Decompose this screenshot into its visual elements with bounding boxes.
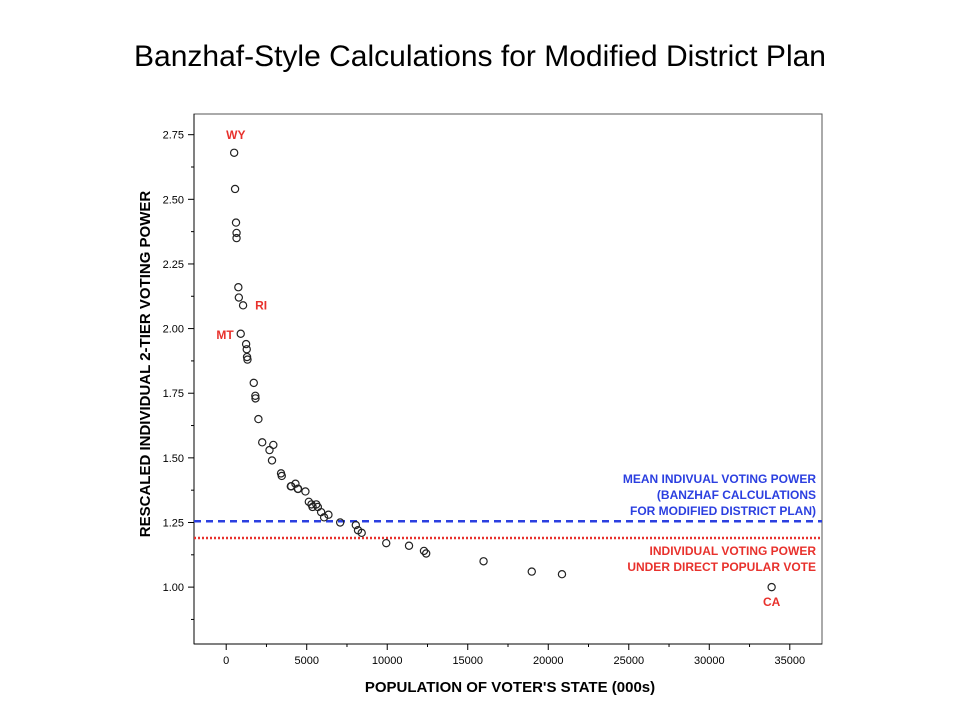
page-title: Banzhaf-Style Calculations for Modified … bbox=[134, 40, 826, 73]
scatter-point bbox=[251, 391, 260, 401]
scatter-point bbox=[313, 502, 323, 512]
point-label-ri: RI bbox=[255, 298, 267, 312]
scatter-point bbox=[238, 301, 248, 310]
y-tick-label: 2.25 bbox=[163, 259, 184, 271]
x-axis-title: POPULATION OF VOTER'S STATE (000s) bbox=[365, 679, 655, 696]
scatter-point bbox=[293, 484, 303, 494]
y-axis-title: RESCALED INDIVIDUAL 2-TIER VOTING POWER bbox=[137, 191, 154, 538]
scatter-point bbox=[254, 414, 263, 424]
scatter-points bbox=[229, 148, 776, 592]
scatter-point bbox=[265, 445, 274, 455]
scatter-point bbox=[382, 538, 391, 548]
scatter-point bbox=[357, 528, 366, 538]
x-tick-label: 30000 bbox=[694, 655, 725, 667]
x-tick-label: 5000 bbox=[294, 655, 318, 667]
scatter-point bbox=[230, 184, 240, 194]
scatter-point bbox=[351, 520, 361, 530]
scatter-point bbox=[258, 438, 267, 447]
scatter-point bbox=[335, 518, 345, 527]
x-tick-label: 10000 bbox=[372, 655, 403, 667]
y-tick-label: 2.50 bbox=[163, 194, 184, 206]
scatter-point bbox=[421, 549, 431, 558]
reference-lines: MEAN INDIVUAL VOTING POWER (BANZHAF CALCU… bbox=[194, 472, 822, 574]
scatter-point bbox=[479, 557, 488, 566]
y-tick-label: 1.75 bbox=[163, 388, 184, 400]
reference-line-annotation: FOR MODIFIED DISTRICT PLAN) bbox=[630, 504, 816, 518]
y-tick-label: 1.00 bbox=[163, 582, 184, 594]
x-tick-label: 35000 bbox=[774, 655, 805, 667]
scatter-point bbox=[301, 487, 310, 496]
scatter-point bbox=[242, 345, 251, 354]
scatter-point bbox=[269, 440, 278, 450]
point-label-wy: WY bbox=[226, 128, 245, 142]
x-tick-label: 0 bbox=[223, 655, 229, 667]
scatter-point bbox=[767, 582, 776, 592]
scatter-point bbox=[291, 479, 300, 488]
scatter-point bbox=[277, 471, 286, 481]
scatter-point bbox=[234, 293, 244, 302]
x-tick-label: 25000 bbox=[613, 655, 644, 667]
point-label-mt: MT bbox=[216, 328, 234, 342]
scatter-point bbox=[267, 456, 277, 465]
scatter-point bbox=[229, 148, 239, 157]
scatter-point bbox=[241, 339, 251, 349]
reference-line-annotation: MEAN INDIVUAL VOTING POWER bbox=[623, 472, 816, 486]
scatter-point bbox=[251, 394, 260, 403]
scatter-point bbox=[324, 510, 333, 519]
point-labels: WY RI MT CA bbox=[216, 128, 780, 609]
y-tick-label: 2.00 bbox=[163, 324, 184, 336]
reference-line-annotation: (BANZHAF CALCULATIONS bbox=[657, 488, 816, 502]
scatter-point bbox=[243, 355, 252, 364]
scatter-point bbox=[319, 513, 329, 522]
scatter-point bbox=[249, 378, 258, 388]
point-label-ca: CA bbox=[763, 595, 781, 609]
scatter-point bbox=[234, 283, 243, 292]
x-axis-ticks: 0 5000 10000 15000 20000 25000 30000 35000 bbox=[223, 644, 805, 667]
scatter-point bbox=[404, 541, 414, 550]
reference-line-annotation: INDIVIDUAL VOTING POWER bbox=[650, 544, 817, 558]
x-tick-label: 20000 bbox=[533, 655, 564, 667]
y-axis-ticks: 1.00 1.25 1.50 1.75 2.00 2.25 2.50 2.75 bbox=[163, 130, 194, 620]
scatter-point bbox=[419, 546, 429, 556]
scatter-point bbox=[236, 329, 245, 338]
y-tick-label: 1.25 bbox=[163, 517, 184, 529]
scatter-point bbox=[527, 567, 536, 576]
x-tick-label: 15000 bbox=[452, 655, 483, 667]
y-tick-label: 2.75 bbox=[163, 130, 184, 142]
scatter-point bbox=[231, 218, 241, 227]
scatter-point bbox=[232, 233, 241, 243]
y-tick-label: 1.50 bbox=[163, 453, 184, 465]
scatter-point bbox=[232, 228, 241, 238]
reference-line-annotation: UNDER DIRECT POPULAR VOTE bbox=[627, 560, 816, 574]
scatter-point bbox=[557, 569, 567, 579]
